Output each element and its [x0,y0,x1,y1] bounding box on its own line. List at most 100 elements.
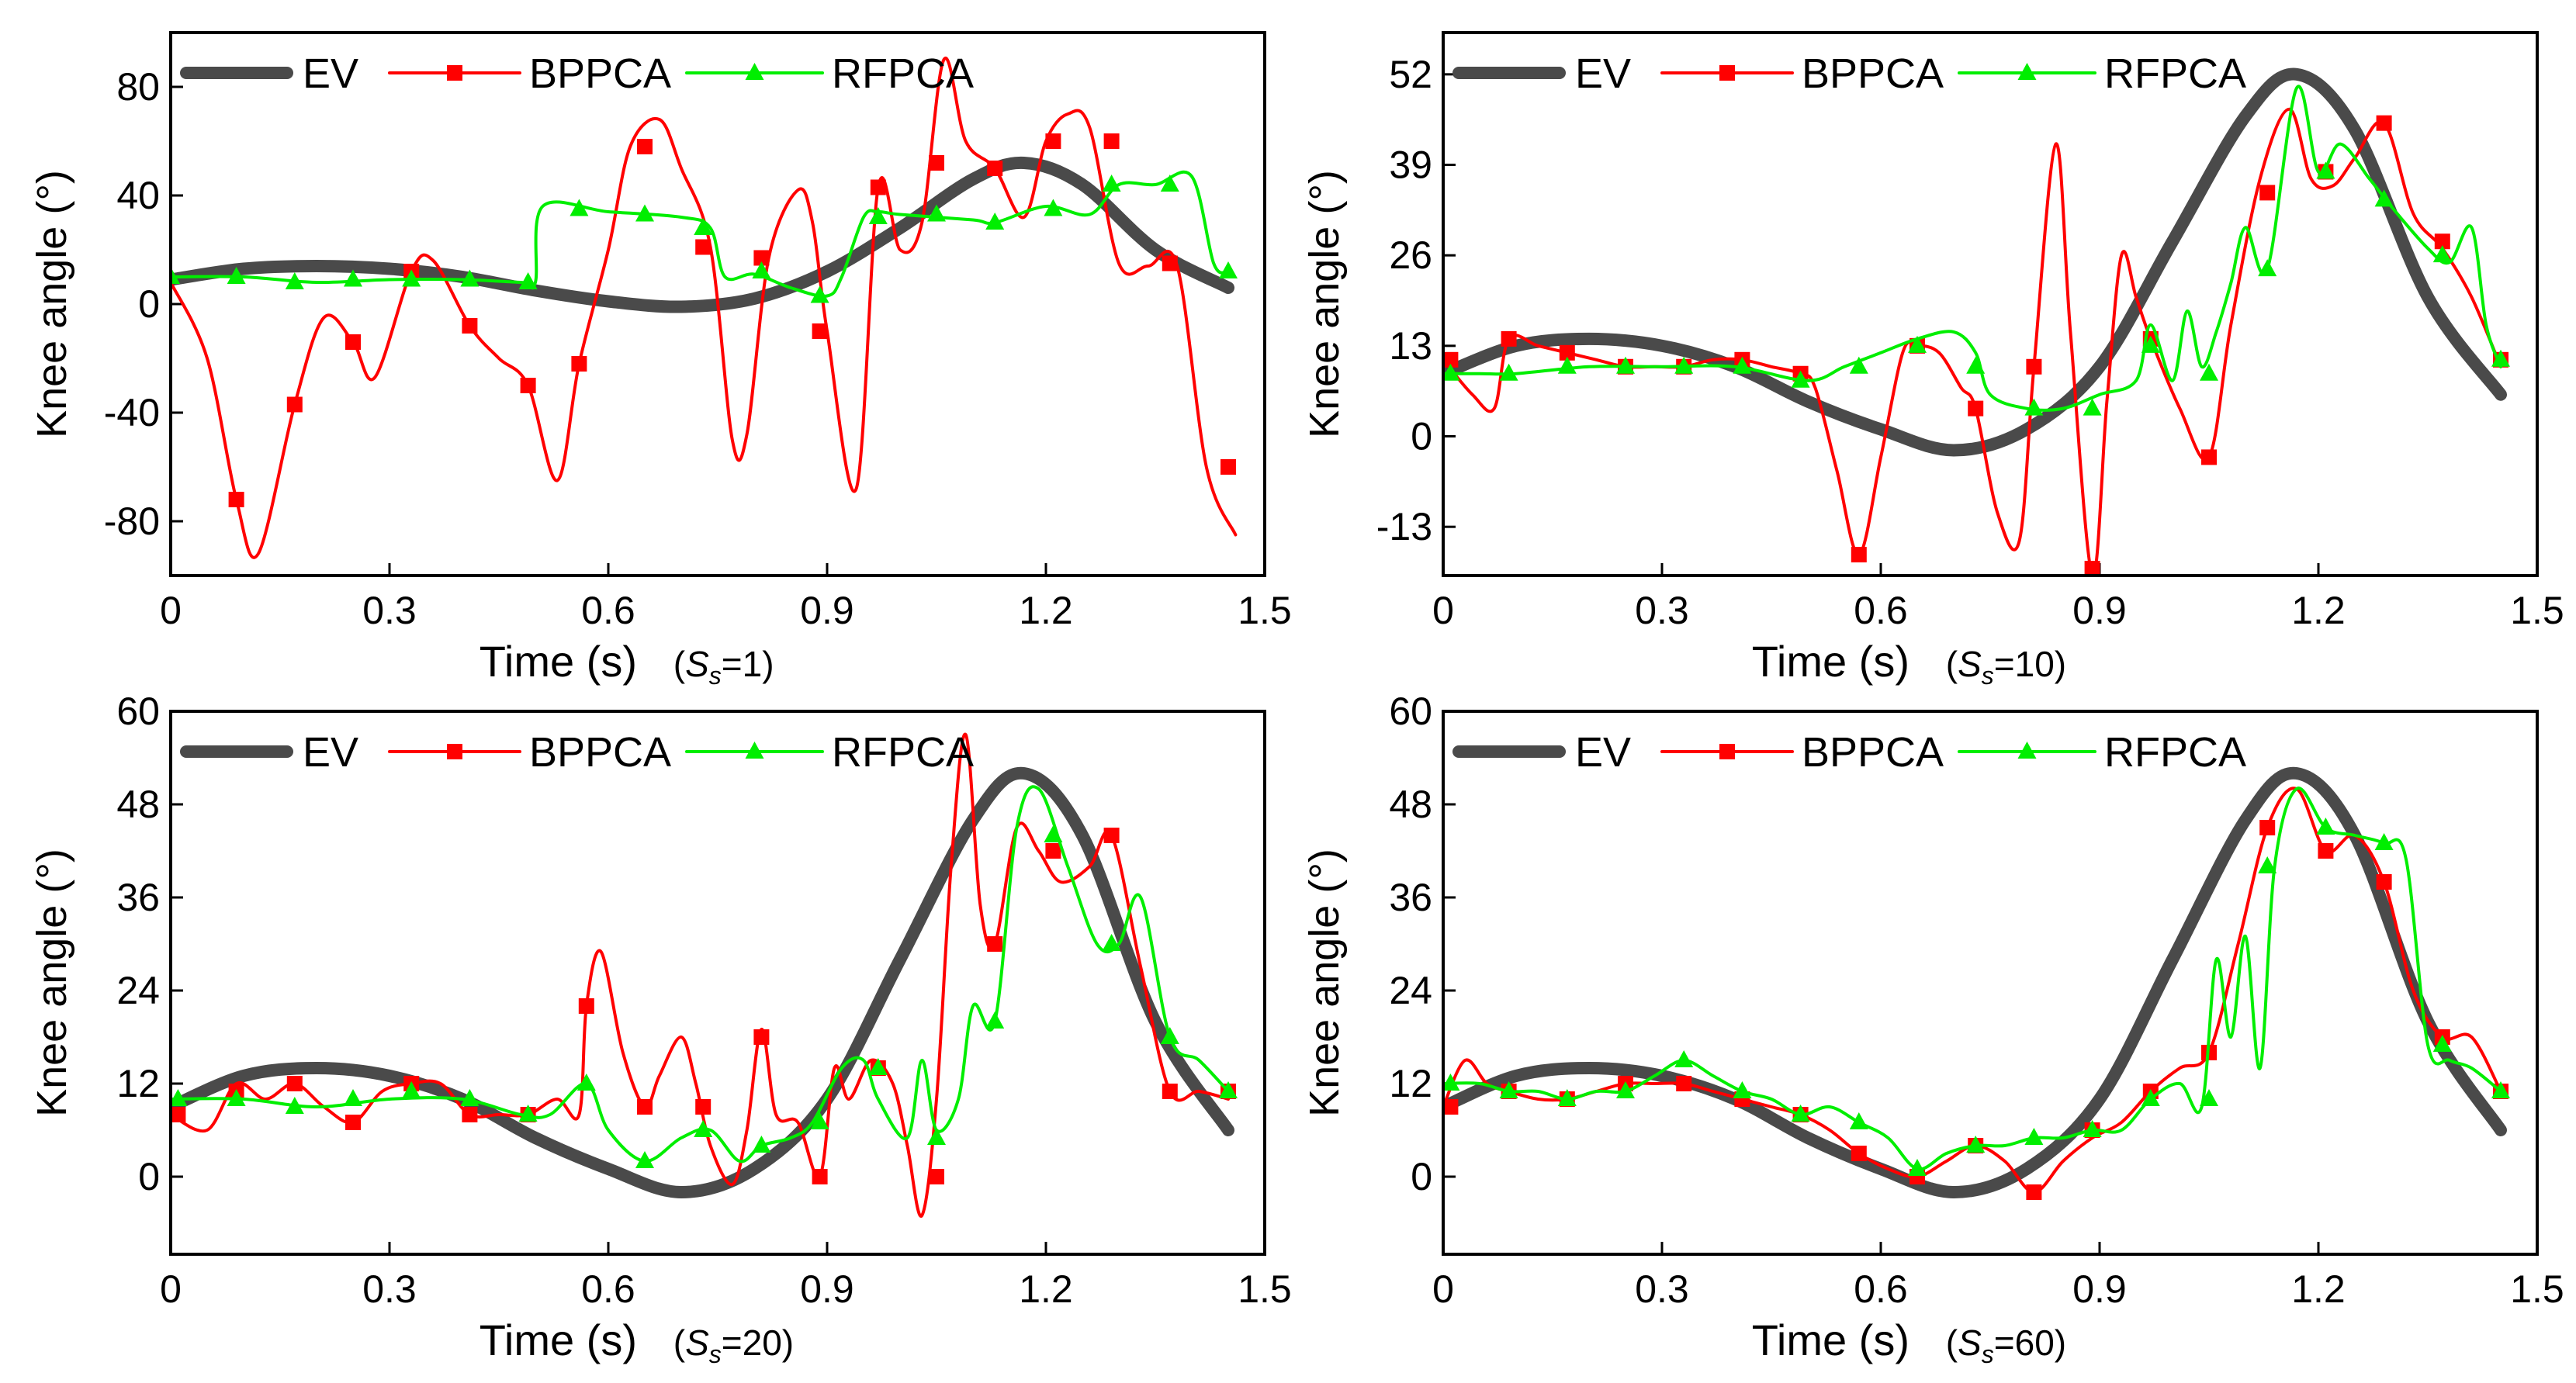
x-tick-label: 0.3 [362,1267,417,1311]
y-tick-label: 12 [116,1062,160,1105]
data-point-bppca [2259,185,2276,201]
data-point-bppca [1851,547,1867,563]
data-point-bppca [1162,255,1178,271]
y-tick-label: 40 [116,174,160,217]
data-point-bppca [2026,1184,2042,1200]
plot-area [1443,766,2510,1200]
data-point-rfpca [2432,1035,2452,1052]
data-point-rfpca [1849,356,1868,374]
series-line-ev [171,156,1234,313]
plot-frame [1442,31,2539,577]
data-point-bppca [1851,1146,1867,1161]
data-point-rfpca [460,1089,480,1106]
data-point-bppca [2434,233,2450,250]
y-tick-label: 36 [1389,876,1432,919]
x-axis-label: Time (s) [1752,1316,1909,1364]
data-point-rfpca [985,1011,1005,1029]
data-point-bppca [1045,843,1061,859]
data-point-bppca [2026,358,2042,375]
legend: EV BPPCA RFPCA [180,729,974,776]
data-point-rfpca [344,1089,362,1106]
data-point-rfpca [227,1089,246,1106]
data-point-bppca [812,1169,828,1184]
chart-panel-3: 0 0.3 0.6 0.9 1.2 1.5 0 12 24 36 48 60 EV BPPCA RFPCA K… [29,690,1292,1368]
data-point-bppca [2376,874,2392,890]
legend: EV BPPCA RFPCA [180,50,974,97]
plot-frame [1442,710,2539,1256]
y-tick-label: -40 [104,391,160,434]
legend-label-rfpca: RFPCA [2104,729,2246,776]
data-point-bppca [286,396,303,413]
x-axis-label: Time (s) [480,1316,637,1364]
y-tick-label: 36 [116,876,160,919]
panel-label: (Ss=10) [1946,644,2066,690]
panel-label: (Ss=60) [1946,1322,2066,1368]
y-tick-label: 0 [138,282,160,326]
legend-label-bppca: BPPCA [1802,50,1944,97]
plot-area [171,56,1238,559]
data-point-bppca [695,239,712,255]
legend-label-ev: EV [303,729,358,776]
data-point-rfpca [171,1089,188,1106]
data-point-rfpca [694,1120,713,1137]
data-point-rfpca [985,213,1005,230]
series-line-ev [1443,766,2507,1198]
data-point-rfpca [1044,199,1063,216]
legend-marker-rfpca [745,742,764,759]
x-axis-label: Time (s) [480,637,637,686]
x-tick-label: 1.2 [1019,1267,1073,1311]
data-point-rfpca [1557,356,1577,374]
data-point-rfpca [2083,398,2102,416]
data-point-bppca [987,161,1003,176]
y-tick-label: 0 [1411,415,1432,458]
data-point-bppca [637,139,653,154]
y-tick-label: 48 [116,783,160,826]
y-tick-label: 52 [1389,53,1432,96]
data-point-rfpca [344,269,362,287]
y-axis-label: Knee angle (°) [29,170,75,438]
legend: EV BPPCA RFPCA [1452,50,2246,97]
x-tick-label: 0 [160,1267,182,1311]
data-point-rfpca [1219,1081,1238,1098]
plot-frame [169,31,1266,577]
data-point-rfpca [1674,356,1694,374]
data-point-rfpca [2141,1089,2160,1106]
data-point-bppca [171,1107,186,1122]
data-point-rfpca [927,204,946,222]
data-point-bppca [2318,843,2334,859]
data-point-bppca [1968,400,1984,417]
data-point-rfpca [1102,934,1121,951]
legend-label-rfpca: RFPCA [832,729,974,776]
legend-marker-rfpca [2017,63,2037,80]
panel-label: (Ss=20) [673,1322,794,1368]
y-tick-label: -80 [104,500,160,543]
data-point-rfpca [1733,1081,1752,1098]
y-tick-label: 39 [1389,143,1432,187]
data-point-rfpca [1219,261,1238,278]
x-tick-label: 0.6 [1854,589,1908,632]
legend-label-rfpca: RFPCA [832,50,974,97]
data-point-rfpca [1908,335,1927,353]
series-line-rfpca [1443,85,2502,412]
data-point-rfpca [1966,1136,1986,1153]
data-point-bppca [1443,1099,1459,1115]
data-point-rfpca [2374,833,2394,850]
data-point-bppca [1501,330,1517,347]
x-tick-label: 0.3 [1635,1267,1689,1311]
y-tick-label: 13 [1389,324,1432,368]
legend-label-bppca: BPPCA [529,50,671,97]
data-point-bppca [870,179,886,195]
data-point-rfpca [1499,1081,1518,1098]
legend-label-bppca: BPPCA [1802,729,1944,776]
data-point-rfpca [1791,1105,1810,1122]
data-point-bppca [2201,449,2217,465]
data-point-rfpca [518,1105,538,1122]
data-point-rfpca [402,1081,421,1098]
data-point-rfpca [2491,349,2510,367]
data-point-rfpca [1102,175,1121,192]
x-tick-label: 1.5 [2510,589,2564,632]
x-tick-label: 0.9 [2072,1267,2127,1311]
data-point-rfpca [285,1097,304,1114]
x-tick-label: 0.9 [2072,589,2127,632]
